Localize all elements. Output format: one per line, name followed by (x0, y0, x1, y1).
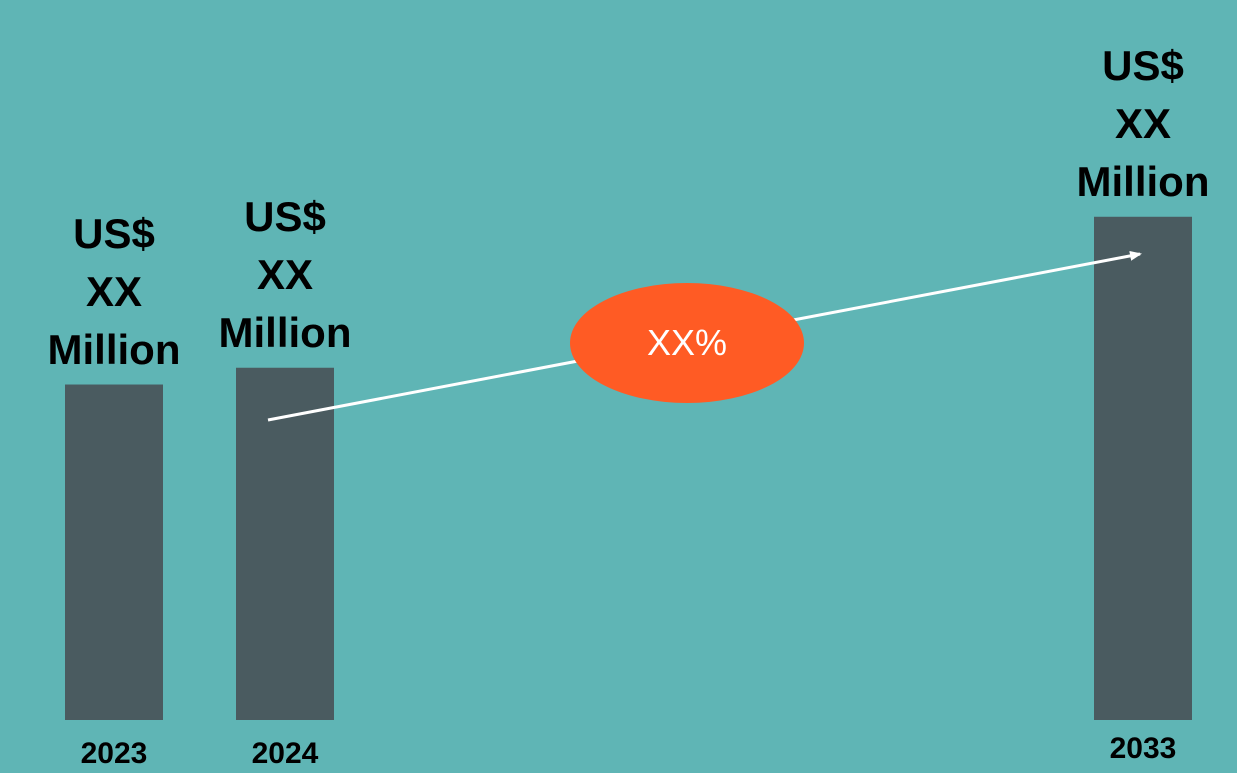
value-label-line: Million (218, 308, 352, 356)
bar-2024 (236, 367, 334, 720)
value-label-line: XX (85, 267, 143, 315)
value-label-line: XX (256, 250, 314, 298)
value-label-line: US$ (73, 209, 155, 257)
value-label-line: US$ (244, 192, 326, 240)
value-label-2033: US$ XX Million (1077, 37, 1210, 211)
cagr-label: XX% (646, 322, 728, 363)
value-label-line: XX (1114, 99, 1172, 147)
cagr-bubble: XX% (570, 283, 804, 403)
bar-2023 (65, 384, 163, 720)
value-label-line: Million (47, 325, 181, 373)
value-label-line: Million (1076, 157, 1210, 205)
value-label-line: US$ (1102, 41, 1184, 89)
year-label-2024: 2024 (251, 737, 319, 770)
value-label-2024: US$ XX Million (219, 188, 352, 362)
bars-group (65, 216, 1192, 720)
bar-2033 (1094, 216, 1192, 720)
year-label-2033: 2033 (1109, 732, 1177, 765)
value-label-2023: US$ XX Million (48, 205, 181, 379)
year-label-2023: 2023 (80, 737, 148, 770)
